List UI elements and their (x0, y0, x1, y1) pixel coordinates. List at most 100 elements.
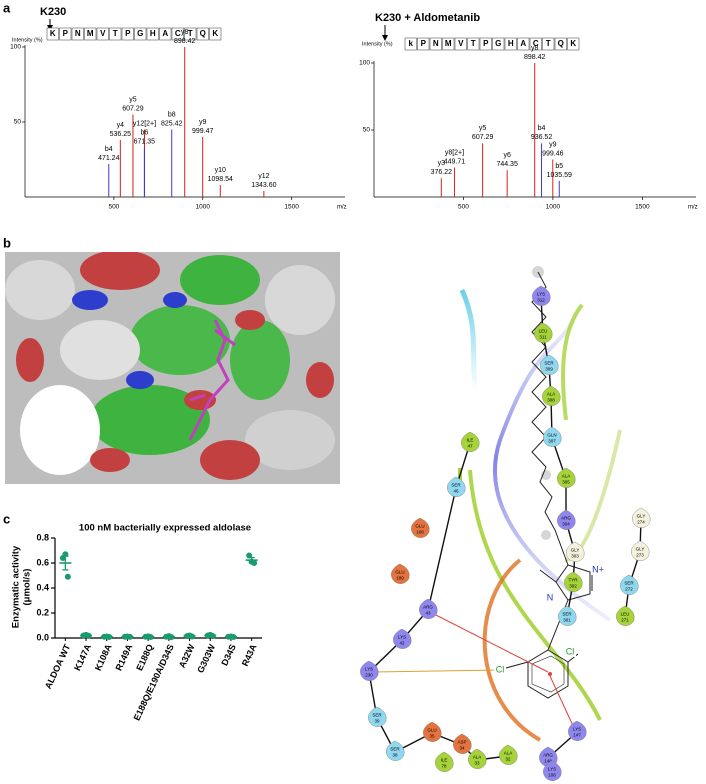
y-axis-label: Intensity (%) (362, 41, 393, 47)
residue-node (540, 354, 559, 375)
backbone (624, 518, 642, 618)
atom-bg (564, 647, 576, 657)
residue-name: LYS (548, 767, 556, 772)
peak-mz-label: 449.71 (444, 158, 466, 165)
peak-ion-label: y5 (129, 96, 137, 103)
residue-number: 312 (537, 298, 545, 303)
ligand (371, 266, 593, 731)
residue-letter: N (75, 29, 81, 38)
residue-number: 305 (562, 480, 570, 485)
residue-name: ALA (473, 755, 482, 760)
peak-ion-label: b8 (168, 111, 176, 118)
residue-name: LYS (365, 667, 373, 672)
residue-name: GLY (571, 548, 580, 553)
peak-mz-label: 999.47 (192, 128, 214, 135)
residue-box (96, 27, 109, 41)
residue-box (542, 37, 555, 51)
residue-node (411, 517, 430, 538)
residue-number: 271 (621, 618, 629, 623)
surface-image (5, 252, 340, 484)
y-axis-label: Intensity (%) (12, 37, 43, 43)
residue-node (499, 744, 518, 765)
peak-mz-label: 936.52 (531, 134, 553, 141)
residue-box (196, 27, 209, 41)
residue-node (461, 431, 480, 452)
residue-name: ARG (543, 753, 553, 758)
chart-title: 100 nM bacterially expressed aldolase (79, 523, 251, 534)
atom-label: N+ (592, 564, 604, 574)
y-tick-label: 50 (14, 119, 22, 126)
data-point (85, 632, 92, 639)
residue-name: ALA (504, 751, 513, 756)
peak-ion-label: y12 (258, 173, 269, 180)
peak-ion-label: y8 (181, 29, 189, 36)
residue-letter: Q (200, 29, 206, 38)
peak-mz-label: 744.35 (496, 161, 518, 168)
residue-box (504, 37, 517, 51)
x-tick-label: 1000 (196, 204, 211, 211)
residue-letter: Q (558, 39, 564, 48)
residue-letter: G (137, 29, 143, 38)
peak-mz-label: 898.42 (524, 54, 546, 61)
residue-number: 189 (396, 576, 404, 581)
residue-box (121, 27, 134, 41)
data-point (64, 573, 71, 580)
residue-number: 304 (562, 522, 570, 527)
peak-mz-label: 825.42 (161, 120, 183, 127)
residue-box (171, 27, 184, 41)
residue-node (557, 467, 576, 488)
residue-node (558, 605, 577, 626)
residue-number: 302 (569, 584, 577, 589)
residue-box (417, 37, 430, 51)
peak-ion-label: b4 (538, 125, 546, 132)
residue-node (557, 509, 576, 530)
data-point (168, 634, 175, 641)
residue-letter: P (125, 29, 131, 38)
x-tick-label: 1500 (635, 204, 650, 211)
peak-mz-label: 536.25 (110, 131, 132, 138)
residue-letter: A (162, 29, 168, 38)
residue-letter: N (433, 39, 439, 48)
residue-box (554, 37, 567, 51)
residue-letter: K (50, 29, 56, 38)
residue-name: ASP (457, 740, 466, 745)
data-point (246, 552, 253, 559)
x-axis-label: m/z (688, 205, 698, 211)
residue-number: 78 (441, 764, 447, 769)
x-tick-label: E188Q (134, 643, 155, 673)
residue-node (453, 733, 472, 754)
residue-letter: V (100, 29, 106, 38)
peak-ion-label: y6 (503, 152, 511, 159)
residue-node (543, 760, 562, 781)
peak-mz-label: 1098.54 (208, 176, 233, 183)
residue-number: 273 (636, 553, 644, 558)
peak-mz-label: 471.24 (98, 155, 120, 162)
atom-label: Cl (496, 664, 505, 674)
peak-mz-label: 1035.59 (547, 172, 572, 179)
data-point (230, 634, 237, 640)
y-tick-label: 0.6 (36, 557, 49, 567)
residue-number: 39 (374, 719, 380, 724)
peak-ion-label: y9 (199, 119, 207, 126)
peak-ion-label: y9 (549, 141, 557, 148)
residue-number: 309 (545, 367, 553, 372)
x-tick-label: A32W (177, 642, 197, 669)
residue-node (616, 605, 635, 626)
x-tick-label: 1000 (546, 204, 561, 211)
residue-number: 108 (548, 773, 556, 778)
residue-node (532, 285, 551, 306)
residue-letter: G (495, 39, 501, 48)
residue-box (109, 27, 122, 41)
residue-letter: K (212, 29, 218, 38)
peak-ion-label: y12[2+] (133, 120, 156, 127)
x-tick-label: R43A (240, 642, 259, 668)
data-point (126, 633, 133, 640)
residue-number: 35 (429, 734, 435, 739)
residue-letter: T (188, 29, 193, 38)
residue-node (393, 628, 412, 649)
peak-ion-label: b6 (140, 129, 148, 136)
peak-mz-label: 671.35 (134, 138, 156, 145)
data-point (62, 551, 69, 558)
